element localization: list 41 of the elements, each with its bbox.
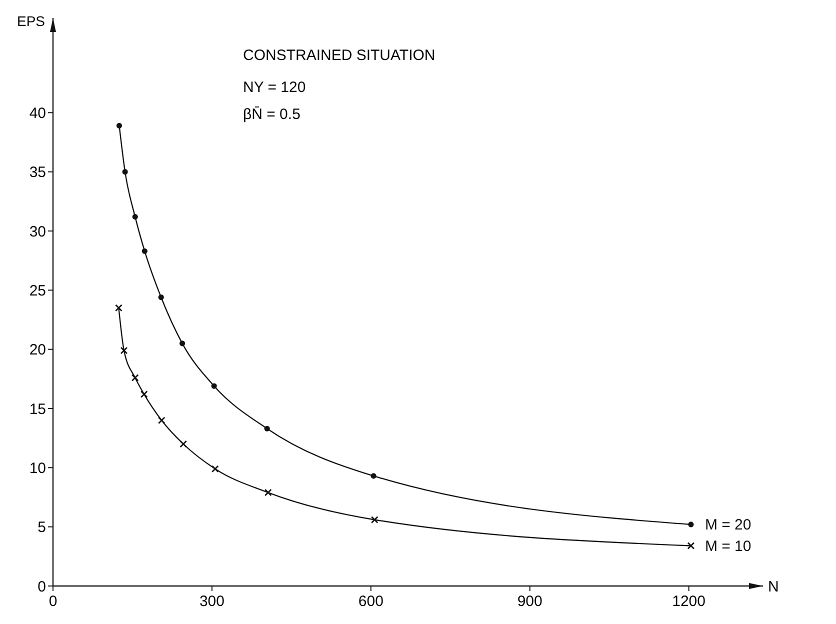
point [370, 516, 378, 524]
point [131, 374, 139, 382]
point [116, 122, 122, 128]
y-tick-label: 15 [29, 400, 46, 418]
point [158, 416, 166, 424]
point [211, 383, 217, 389]
x-tick-label: 900 [517, 593, 542, 610]
y-tick-label: 30 [29, 223, 46, 240]
point [142, 248, 148, 254]
point [158, 294, 164, 300]
y-tick-label: 25 [29, 282, 46, 300]
point [264, 426, 270, 432]
x-tick-label: 300 [199, 593, 224, 610]
point [122, 169, 128, 175]
point [132, 214, 138, 220]
series-label: M = 20 [704, 516, 752, 534]
point [687, 542, 695, 550]
y-tick-label: 10 [29, 460, 46, 477]
y-tick-label: 5 [38, 519, 46, 536]
y-tick-label: 35 [29, 164, 46, 182]
point [140, 390, 148, 398]
x-tick-label: 600 [358, 593, 384, 610]
point [180, 440, 188, 448]
point [688, 522, 694, 528]
y-tick-label: 0 [38, 578, 46, 596]
point [264, 488, 272, 496]
y-tick-label: 40 [29, 104, 46, 122]
annotation: βN̄ = 0.5 [243, 106, 300, 123]
y-tick-label: 20 [29, 342, 46, 359]
annotation: NY = 120 [243, 79, 306, 96]
x-tick-label: 0 [48, 593, 58, 610]
point [370, 473, 376, 479]
x-axis-title: N [768, 578, 779, 596]
x-tick-label: 1200 [672, 593, 706, 610]
point [120, 346, 128, 354]
point [211, 465, 219, 473]
series-label: M = 10 [704, 538, 752, 556]
annotation: CONSTRAINED SITUATION [243, 47, 436, 64]
point [115, 304, 122, 312]
point [179, 340, 186, 346]
y-axis-title: EPS [16, 13, 45, 29]
